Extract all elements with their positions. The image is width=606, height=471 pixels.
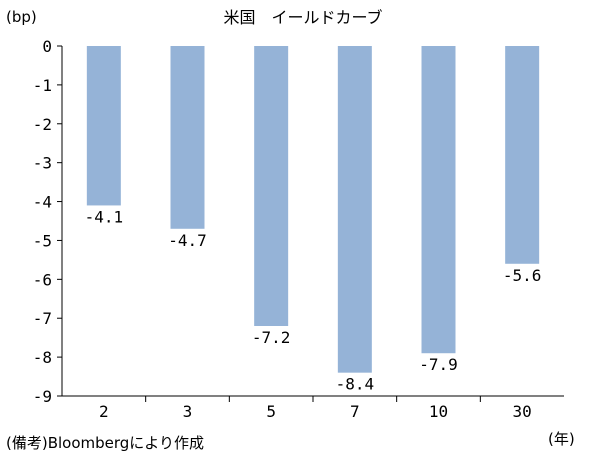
y-tick-label: -5 <box>33 231 52 250</box>
x-tick-label-30: 30 <box>513 402 532 421</box>
bar-10 <box>421 46 456 354</box>
x-tick-label-3: 3 <box>183 402 193 421</box>
x-tick-label-2: 2 <box>99 402 109 421</box>
data-label-5: -7.2 <box>252 328 291 347</box>
data-label-7: -8.4 <box>336 375 375 394</box>
bar-5 <box>254 46 289 326</box>
axes-group <box>57 45 564 402</box>
y-axis-unit-label: (bp) <box>6 8 37 26</box>
y-tick-label: -6 <box>33 270 52 289</box>
data-label-10: -7.9 <box>419 355 458 374</box>
x-tick-label-7: 7 <box>350 402 360 421</box>
bar-30 <box>505 46 540 264</box>
bars-group <box>86 46 540 373</box>
labels-group: -4.1 2 -4.7 3 -7.2 5 -8.4 7 -7.9 10 -5.6 30 0 -1 -2 -3 -… <box>33 37 542 421</box>
source-note: (備考)Bloombergにより作成 <box>6 434 205 452</box>
y-tick-label: -9 <box>33 387 52 406</box>
y-tick-label: -8 <box>33 348 52 367</box>
x-tick-label-10: 10 <box>429 402 448 421</box>
data-label-30: -5.6 <box>503 266 542 285</box>
y-tick-label: -3 <box>33 154 52 173</box>
data-label-3: -4.7 <box>168 231 207 250</box>
y-tick-label: -1 <box>33 76 52 95</box>
y-tick-label: 0 <box>42 37 52 56</box>
y-tick-label: -4 <box>33 193 52 212</box>
bar-7 <box>337 46 372 373</box>
y-tick-label: -7 <box>33 309 52 328</box>
bar-2 <box>86 46 121 206</box>
x-axis-unit-label: (年) <box>548 430 575 448</box>
chart-title: 米国 イールドカーブ <box>223 8 383 27</box>
y-tick-label: -2 <box>33 115 52 134</box>
data-label-2: -4.1 <box>85 207 124 226</box>
x-tick-label-5: 5 <box>266 402 276 421</box>
bar-3 <box>170 46 205 229</box>
